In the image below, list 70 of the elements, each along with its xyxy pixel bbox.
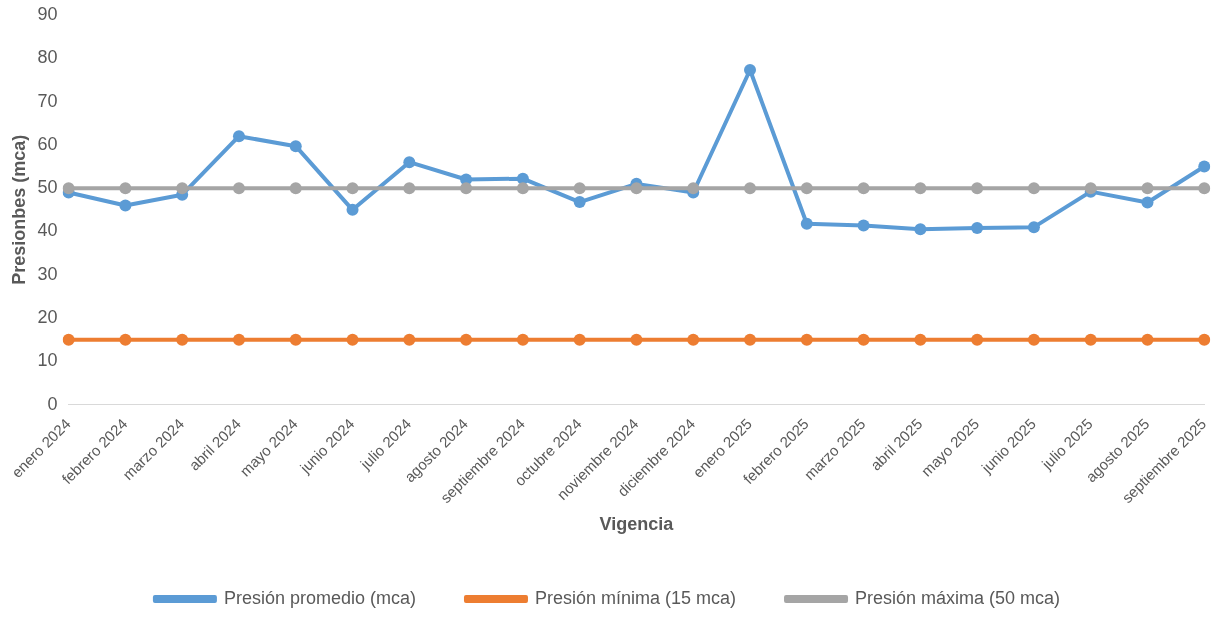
y-tick-label: 50 xyxy=(37,177,58,198)
point xyxy=(119,182,132,195)
point xyxy=(176,182,189,195)
y-tick-label: 70 xyxy=(37,90,58,111)
point xyxy=(800,333,813,346)
point xyxy=(403,182,416,195)
point xyxy=(346,203,359,216)
point xyxy=(403,333,416,346)
point xyxy=(857,219,870,232)
point xyxy=(687,182,700,195)
y-tick-label: 30 xyxy=(37,263,58,284)
point xyxy=(857,182,870,195)
point xyxy=(232,130,245,143)
point xyxy=(346,182,359,195)
point xyxy=(460,182,473,195)
y-tick-label: 40 xyxy=(37,220,58,241)
point xyxy=(800,182,813,195)
point xyxy=(630,333,643,346)
point xyxy=(914,182,927,195)
point xyxy=(1198,182,1211,195)
y-axis-title: Presionbes (mca) xyxy=(8,134,29,285)
point xyxy=(914,333,927,346)
point xyxy=(1027,221,1040,234)
point xyxy=(460,333,473,346)
point xyxy=(516,333,529,346)
y-tick-label: 20 xyxy=(37,307,58,328)
point xyxy=(573,196,586,209)
point xyxy=(857,333,870,346)
point xyxy=(1198,333,1211,346)
point xyxy=(346,333,359,346)
point xyxy=(289,140,302,153)
point xyxy=(1141,196,1154,209)
point xyxy=(573,333,586,346)
y-tick-label: 10 xyxy=(37,350,58,371)
point xyxy=(62,182,75,195)
point xyxy=(1198,160,1211,173)
point xyxy=(744,182,757,195)
point xyxy=(1084,333,1097,346)
point xyxy=(403,156,416,169)
point xyxy=(1141,182,1154,195)
point xyxy=(289,333,302,346)
point xyxy=(914,223,927,236)
point xyxy=(119,199,132,212)
point xyxy=(1027,333,1040,346)
point xyxy=(971,333,984,346)
point xyxy=(516,182,529,195)
legend-label: Presión mínima (15 mca) xyxy=(534,587,737,608)
y-tick-label: 90 xyxy=(37,3,58,24)
point xyxy=(800,217,813,230)
point xyxy=(971,222,984,235)
point xyxy=(744,63,757,76)
legend-label: Presión máxima (50 mca) xyxy=(855,587,1061,608)
point xyxy=(119,333,132,346)
point xyxy=(630,182,643,195)
point xyxy=(573,182,586,195)
y-tick-label: 80 xyxy=(37,47,58,68)
legend-label: Presión promedio (mca) xyxy=(223,587,416,608)
point xyxy=(176,333,189,346)
point xyxy=(971,182,984,195)
point xyxy=(232,182,245,195)
y-tick-label: 0 xyxy=(47,393,58,414)
y-tick-label: 60 xyxy=(37,133,58,154)
point xyxy=(62,333,75,346)
point xyxy=(744,333,757,346)
point xyxy=(232,333,245,346)
point xyxy=(1027,182,1040,195)
point xyxy=(289,182,302,195)
point xyxy=(1141,333,1154,346)
x-axis-title: Vigencia xyxy=(599,514,675,535)
point xyxy=(687,333,700,346)
